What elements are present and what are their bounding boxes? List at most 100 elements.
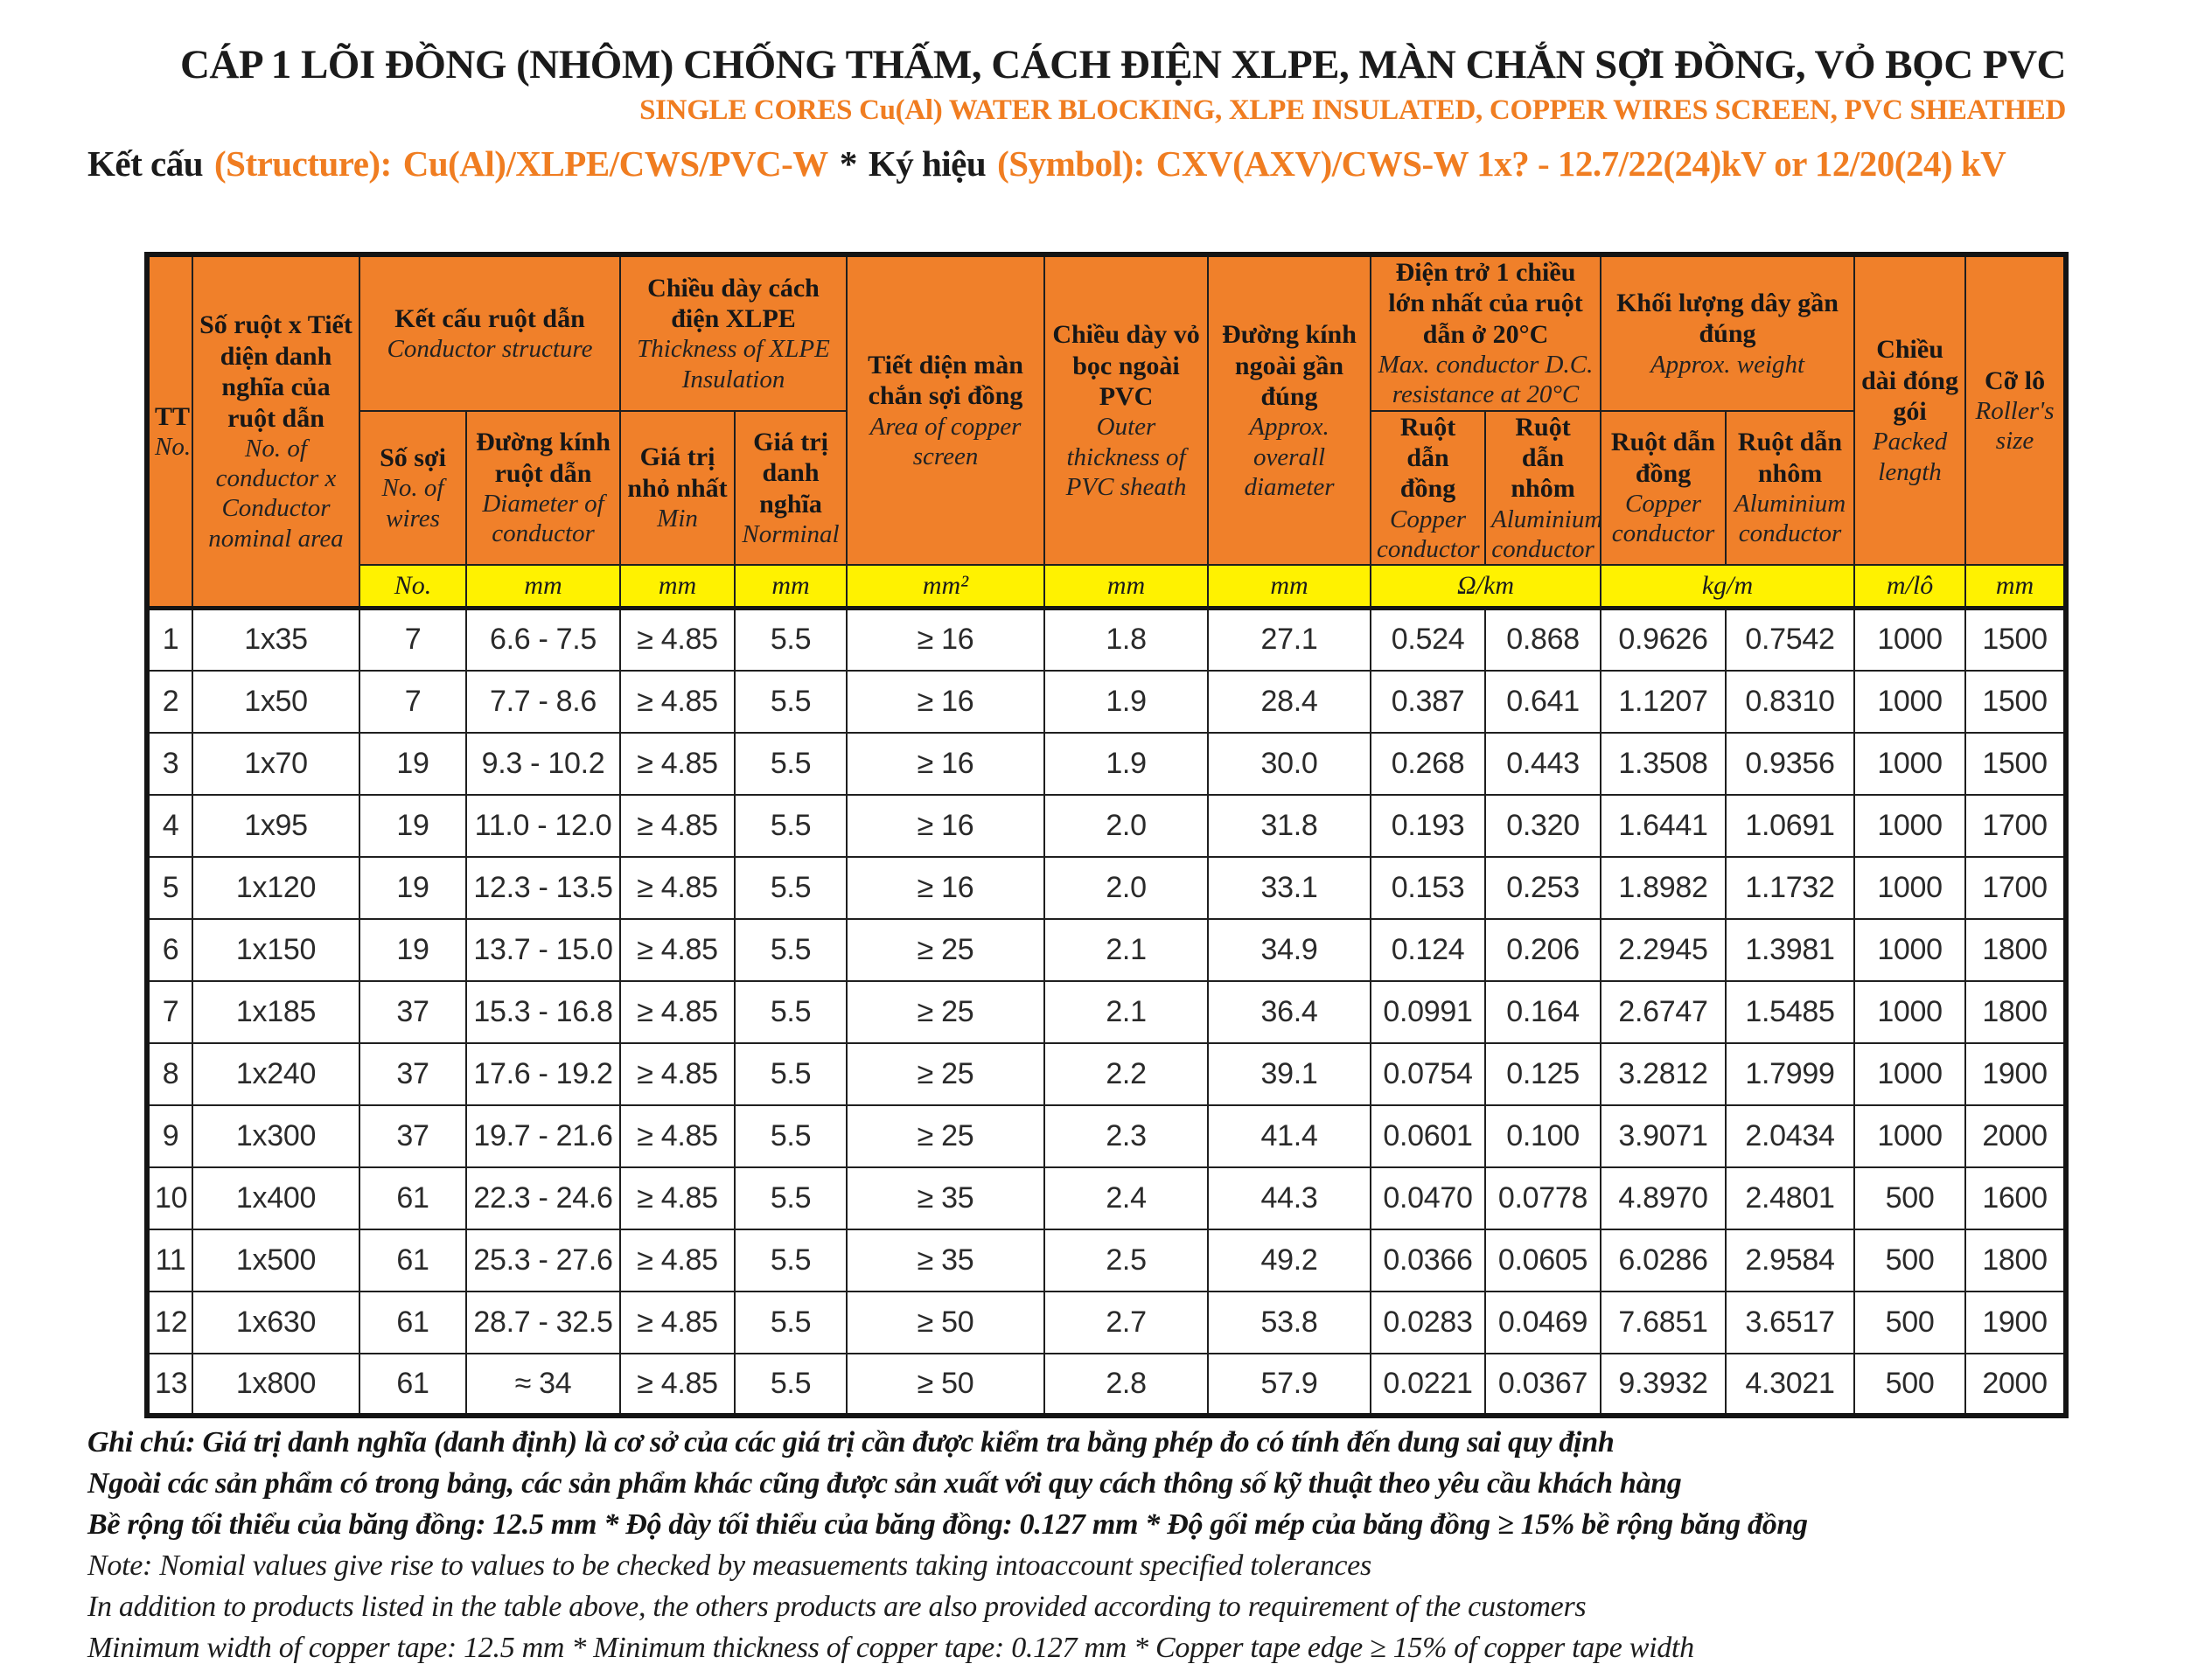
col-header-conductor-area: Số ruột x Tiết diện danh nghĩa của ruột … — [192, 254, 360, 611]
col-header-pvc-sheath: Chiều dày vỏ bọc ngoài PVC Outer thickne… — [1043, 253, 1210, 567]
col-header-approx-weight: Khối lượng dây gần đúng Approx. weight — [1600, 254, 1856, 412]
table-cell: ≥ 16 — [846, 607, 1046, 672]
header-label-en: Copper conductor — [1377, 505, 1480, 563]
table-cell: 2.1 — [1043, 979, 1210, 1044]
table-cell: 5.5 — [734, 855, 848, 920]
table-cell: 1000 — [1853, 1041, 1967, 1106]
table-cell: ≈ 34 — [464, 1352, 622, 1417]
table-cell: 2.1 — [1043, 917, 1210, 982]
table-cell: 2.0 — [1043, 855, 1210, 920]
table-cell: 3.2812 — [1600, 1041, 1727, 1106]
table-cell: 19 — [359, 855, 467, 920]
header-label-en: Min — [657, 505, 698, 533]
table-cell: 17.6 - 19.2 — [464, 1041, 622, 1106]
table-cell: 9 — [146, 1104, 193, 1168]
table-cell: 2 — [146, 669, 193, 734]
table-cell: 28.4 — [1207, 669, 1372, 734]
structure-label-vi: Kết cấu — [87, 143, 204, 184]
table-cell: 9.3932 — [1600, 1352, 1727, 1417]
header-label-en: Approx. overall diameter — [1244, 413, 1335, 501]
table-cell: 1.8982 — [1600, 855, 1727, 920]
header-label-en: No. of wires — [381, 474, 444, 533]
table-cell: 7.6851 — [1600, 1290, 1727, 1354]
table-cell: ≥ 4.85 — [619, 1290, 736, 1354]
unit-cell: mm — [1043, 564, 1210, 611]
header-label-vi: Tiết diện màn chắn sợi đồng — [868, 351, 1023, 411]
table-row: 9 1x300 37 19.7 - 21.6 ≥ 4.85 5.5 ≥ 25 2.3 41.4 0… — [146, 1104, 2068, 1168]
symbol-value: CXV(AXV)/CWS-W 1x? - 12.7/22(24)kV or 12… — [1155, 143, 2006, 184]
table-cell: 2.4801 — [1725, 1166, 1856, 1230]
table-cell: 19 — [359, 917, 467, 982]
table-cell: 0.387 — [1370, 669, 1487, 734]
table-cell: 0.641 — [1484, 669, 1602, 734]
table-cell: 1x120 — [192, 855, 360, 920]
table-cell: 19 — [359, 731, 467, 796]
unit-cell: mm² — [846, 564, 1046, 611]
col-header-copper-screen-area: Tiết diện màn chắn sợi đồng Area of copp… — [846, 253, 1046, 567]
table-cell: 61 — [359, 1352, 467, 1417]
table-row: 2 1x50 7 7.7 - 8.6 ≥ 4.85 5.5 ≥ 16 1.9 28.4 0.387… — [146, 669, 2068, 734]
note-vi-2: Ngoài các sản phẩm có trong bảng, các sả… — [87, 1467, 1682, 1500]
table-cell: 61 — [359, 1228, 467, 1292]
page-title-vietnamese: CÁP 1 LÕI ĐỒNG (NHÔM) CHỐNG THẤM, CÁCH Đ… — [179, 42, 2067, 87]
table-cell: 5.5 — [734, 607, 848, 672]
header-label-en: Approx. weight — [1650, 350, 1805, 379]
table-cell: 1x630 — [192, 1290, 360, 1354]
table-cell: 0.443 — [1484, 731, 1602, 796]
table-cell: ≥ 4.85 — [619, 979, 736, 1044]
header-label-vi: TT — [155, 401, 191, 431]
table-cell: 9.3 - 10.2 — [464, 731, 622, 796]
table-cell: 1x150 — [192, 917, 360, 982]
unit-cell: mm — [1964, 564, 2068, 611]
cable-spec-table: TT No. Số ruột x Tiết diện danh nghĩa củ… — [144, 252, 2069, 1418]
table-cell: 2.5 — [1043, 1228, 1210, 1292]
table-cell: ≥ 25 — [846, 1041, 1046, 1106]
table-row: 4 1x95 19 11.0 - 12.0 ≥ 4.85 5.5 ≥ 16 2.0 31.8 0.… — [146, 793, 2068, 858]
table-cell: 1500 — [1964, 731, 2068, 796]
table-row: 11 1x500 61 25.3 - 27.6 ≥ 4.85 5.5 ≥ 35 2.5 49.2… — [146, 1228, 2068, 1292]
header-label-vi: Khối lượng dây gần đúng — [1616, 288, 1839, 349]
header-label-vi: Ruột dẫn đồng — [1399, 412, 1456, 504]
table-cell: ≥ 4.85 — [619, 1352, 736, 1417]
table-cell: 61 — [359, 1290, 467, 1354]
table-row: 7 1x185 37 15.3 - 16.8 ≥ 4.85 5.5 ≥ 25 2.1 36.4 0… — [146, 979, 2068, 1044]
table-cell: 53.8 — [1207, 1290, 1372, 1354]
table-cell: 5.5 — [734, 917, 848, 982]
unit-cell: Ω/km — [1370, 564, 1602, 611]
table-cell: 0.193 — [1370, 793, 1487, 858]
table-cell: ≥ 4.85 — [619, 1166, 736, 1230]
table-cell: 1000 — [1853, 607, 1967, 672]
table-cell: 5.5 — [734, 1104, 848, 1168]
table-cell: 2.7 — [1043, 1290, 1210, 1354]
table-cell: 33.1 — [1207, 855, 1372, 920]
table-cell: 0.124 — [1370, 917, 1487, 982]
header-label-en: Area of copper screen — [869, 412, 1022, 470]
header-label-vi: Giá trị nhỏ nhất — [627, 442, 728, 503]
table-cell: 1.8 — [1043, 607, 1210, 672]
col-header-dc-resistance: Điện trở 1 chiều lớn nhất của ruột dẫn ở… — [1370, 254, 1602, 412]
table-cell: 37 — [359, 1104, 467, 1168]
table-cell: 44.3 — [1207, 1166, 1372, 1230]
table-cell: 19 — [359, 793, 467, 858]
table-cell: 1900 — [1964, 1290, 2068, 1354]
table-cell: 10 — [146, 1166, 193, 1230]
table-cell: 5.5 — [734, 1290, 848, 1354]
header-label-vi: Điện trở 1 chiều lớn nhất của ruột dẫn ở… — [1388, 258, 1583, 349]
header-label-en: Max. conductor D.C. resistance at 20°C — [1378, 351, 1594, 409]
table-cell: 0.206 — [1484, 917, 1602, 982]
table-cell: 0.0778 — [1484, 1166, 1602, 1230]
table-cell: 19.7 - 21.6 — [464, 1104, 622, 1168]
table-cell: 5.5 — [734, 1228, 848, 1292]
table-cell: 1000 — [1853, 917, 1967, 982]
table-cell: ≥ 16 — [846, 855, 1046, 920]
table-cell: 5.5 — [734, 1352, 848, 1417]
col-header-packed-length: Chiều dài đóng gói Packed length — [1853, 253, 1967, 567]
table-cell: 7 — [359, 607, 467, 672]
header-label-vi: Cỡ lô — [1984, 366, 2046, 395]
table-cell: 2.2945 — [1600, 917, 1727, 982]
table-cell: 1800 — [1964, 917, 2068, 982]
header-label-vi: Số ruột x Tiết diện danh nghĩa của ruột … — [199, 310, 352, 433]
structure-separator: * — [839, 143, 858, 184]
page-title-english: SINGLE CORES Cu(Al) WATER BLOCKING, XLPE… — [639, 94, 2066, 126]
table-cell: 49.2 — [1207, 1228, 1372, 1292]
